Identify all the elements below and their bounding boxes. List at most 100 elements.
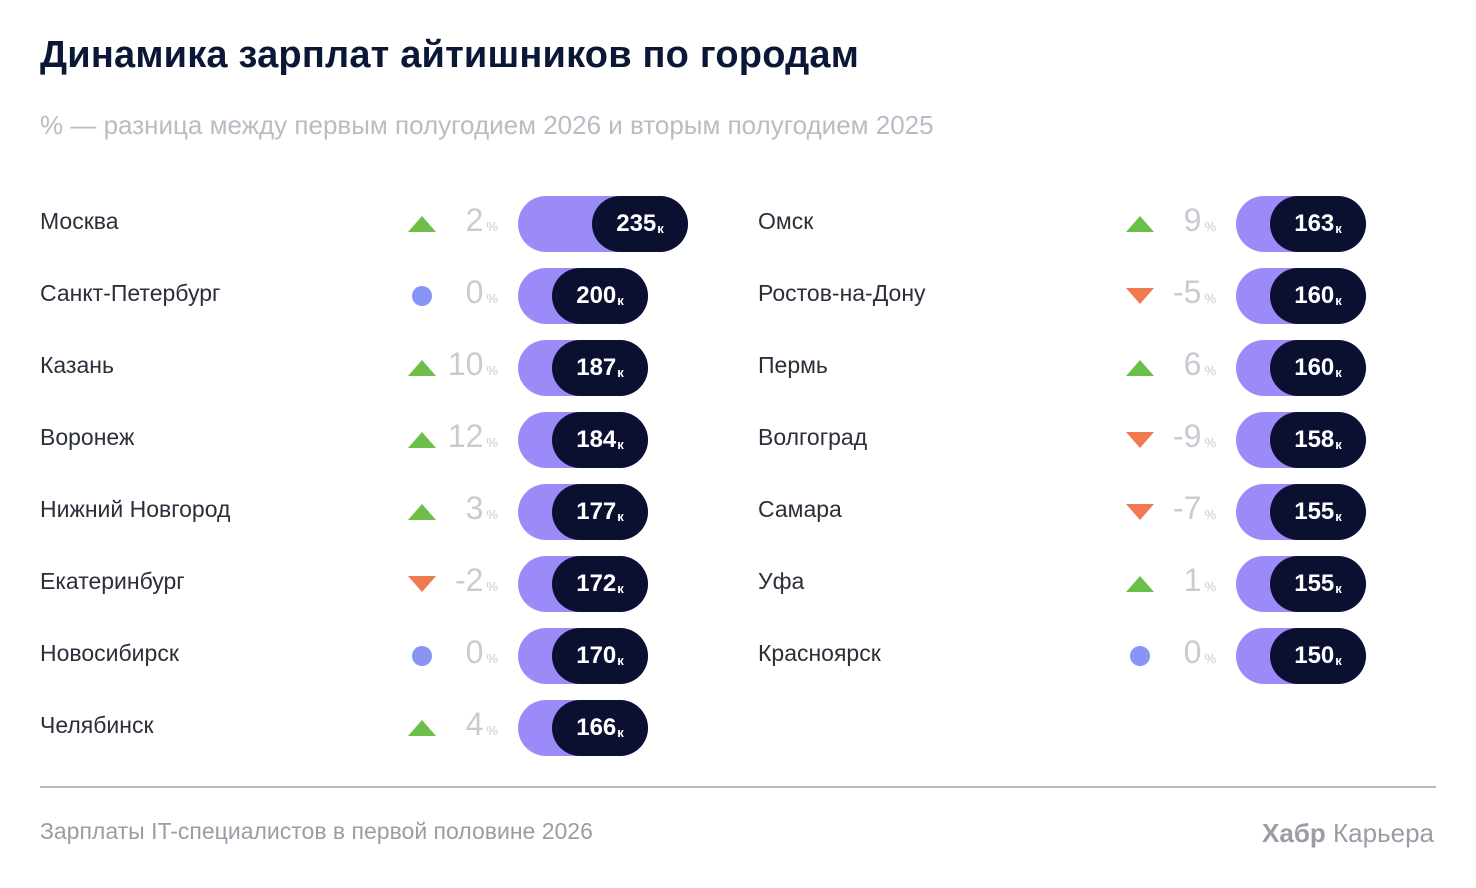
change-value: -5: [1172, 274, 1202, 310]
change-label: 9%: [1156, 202, 1216, 239]
change-value: 3: [465, 490, 484, 526]
change-value: -7: [1172, 490, 1202, 526]
salary-value: 163: [1294, 210, 1335, 237]
salary-value-label: 200 к: [552, 268, 648, 324]
city-name: Казань: [40, 352, 114, 378]
salary-value-label: 163 к: [1270, 196, 1366, 252]
city-name: Пермь: [758, 352, 828, 378]
change-value: 6: [1183, 346, 1202, 382]
trend-down-icon: [1126, 430, 1154, 450]
trend-up-icon: [408, 718, 436, 738]
salary-unit: к: [617, 508, 624, 524]
change-label: 0%: [1156, 634, 1216, 671]
trend-up-icon: [408, 358, 436, 378]
salary-value: 170: [576, 642, 617, 669]
change-unit: %: [486, 579, 498, 594]
salary-value: 150: [1294, 642, 1335, 669]
city-name: Самара: [758, 496, 842, 522]
salary-value: 155: [1294, 498, 1335, 525]
city-column-right: Омск 9% 163 к Ростов-на-Дону -5% 160 к Пермь 6% 16…: [758, 188, 1438, 692]
salary-value: 184: [576, 426, 617, 453]
trend-down-icon: [1126, 502, 1154, 522]
salary-bar: 200 к: [518, 268, 648, 324]
change-label: 0%: [438, 634, 498, 671]
salary-unit: к: [1335, 364, 1342, 380]
salary-value-label: 184 к: [552, 412, 648, 468]
brand-rest: Карьера: [1333, 818, 1434, 848]
change-value: 10: [447, 346, 484, 382]
change-value: 2: [465, 202, 484, 238]
salary-bar: 184 к: [518, 412, 648, 468]
city-row: Красноярск 0% 150 к: [758, 620, 1438, 692]
city-row: Омск 9% 163 к: [758, 188, 1438, 260]
change-label: 10%: [438, 346, 498, 383]
change-unit: %: [1204, 363, 1216, 378]
city-name: Уфа: [758, 568, 805, 594]
change-label: -5%: [1156, 274, 1216, 311]
city-row: Уфа 1% 155 к: [758, 548, 1438, 620]
salary-value-label: 158 к: [1270, 412, 1366, 468]
salary-value: 177: [576, 498, 617, 525]
salary-unit: к: [1335, 220, 1342, 236]
salary-bar: 235 к: [518, 196, 688, 252]
trend-up-icon: [1126, 574, 1154, 594]
salary-unit: к: [617, 364, 624, 380]
city-row: Новосибирск 0% 170 к: [40, 620, 720, 692]
salary-value-label: 235 к: [592, 196, 688, 252]
change-label: -2%: [438, 562, 498, 599]
city-row: Екатеринбург -2% 172 к: [40, 548, 720, 620]
change-label: 1%: [1156, 562, 1216, 599]
change-label: 6%: [1156, 346, 1216, 383]
salary-value: 166: [576, 714, 617, 741]
city-name: Омск: [758, 208, 814, 234]
salary-unit: к: [617, 436, 624, 452]
change-unit: %: [1204, 651, 1216, 666]
trend-down-icon: [408, 574, 436, 594]
salary-value-label: 155 к: [1270, 556, 1366, 612]
change-label: 0%: [438, 274, 498, 311]
change-unit: %: [486, 291, 498, 306]
change-value: -2: [454, 562, 484, 598]
salary-value-label: 187 к: [552, 340, 648, 396]
change-unit: %: [1204, 507, 1216, 522]
change-label: -7%: [1156, 490, 1216, 527]
salary-bar: 170 к: [518, 628, 648, 684]
change-unit: %: [486, 363, 498, 378]
salary-value: 172: [576, 570, 617, 597]
change-value: -9: [1172, 418, 1202, 454]
salary-unit: к: [617, 292, 624, 308]
footer-source: Зарплаты IT-специалистов в первой полови…: [40, 818, 593, 844]
city-row: Челябинск 4% 166 к: [40, 692, 720, 764]
city-name: Санкт-Петербург: [40, 280, 221, 306]
change-unit: %: [1204, 219, 1216, 234]
city-row: Пермь 6% 160 к: [758, 332, 1438, 404]
salary-value: 160: [1294, 282, 1335, 309]
salary-bar: 158 к: [1236, 412, 1366, 468]
change-value: 12: [447, 418, 484, 454]
change-unit: %: [486, 219, 498, 234]
change-unit: %: [486, 651, 498, 666]
salary-value-label: 160 к: [1270, 340, 1366, 396]
salary-unit: к: [617, 580, 624, 596]
salary-unit: к: [1335, 580, 1342, 596]
change-unit: %: [486, 723, 498, 738]
salary-bar: 166 к: [518, 700, 648, 756]
city-name: Новосибирск: [40, 640, 179, 666]
footer-divider: [40, 786, 1436, 788]
change-label: 3%: [438, 490, 498, 527]
city-column-left: Москва 2% 235 к Санкт-Петербург 0% 200 к Казань 1…: [40, 188, 720, 764]
chart-subtitle: % — разница между первым полугодием 2026…: [40, 110, 934, 140]
city-row: Нижний Новгород 3% 177 к: [40, 476, 720, 548]
change-unit: %: [486, 435, 498, 450]
salary-value-label: 150 к: [1270, 628, 1366, 684]
salary-unit: к: [617, 724, 624, 740]
salary-value-label: 155 к: [1270, 484, 1366, 540]
salary-unit: к: [617, 652, 624, 668]
city-name: Воронеж: [40, 424, 135, 450]
city-row: Казань 10% 187 к: [40, 332, 720, 404]
city-name: Нижний Новгород: [40, 496, 231, 522]
change-value: 4: [465, 706, 484, 742]
city-name: Красноярск: [758, 640, 881, 666]
city-row: Воронеж 12% 184 к: [40, 404, 720, 476]
footer-brand: Хабр Карьера: [1262, 818, 1434, 849]
